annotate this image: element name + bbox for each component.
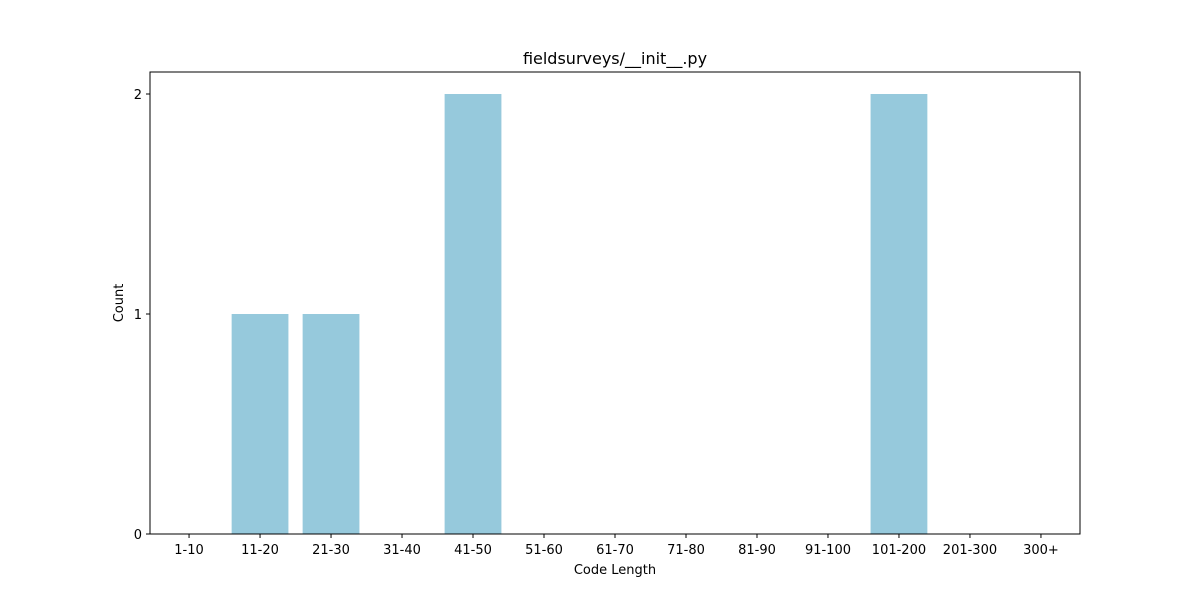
x-tick-label: 41-50 [454,543,492,558]
x-tick-label: 101-200 [872,543,926,558]
chart-title: fieldsurveys/__init__.py [523,49,707,69]
x-tick-label: 81-90 [738,543,776,558]
x-tick-label: 61-70 [596,543,634,558]
x-tick-label: 201-300 [943,543,997,558]
y-tick-label: 0 [134,528,142,543]
x-tick-label: 11-20 [241,543,279,558]
x-tick-label: 91-100 [805,543,851,558]
x-tick-label: 1-10 [174,543,204,558]
x-axis-ticks: 1-10 11-20 21-30 31-40 41-50 51-60 61-70 71-80 8… [174,534,1059,558]
x-tick-label: 300+ [1023,543,1059,558]
x-tick-label: 71-80 [667,543,705,558]
bar-11-20 [231,314,289,534]
x-axis-label: Code Length [574,563,656,578]
bar-21-30 [302,314,360,534]
x-tick-label: 51-60 [525,543,563,558]
bar-101-200 [870,94,928,534]
bars-group [231,94,928,534]
y-axis-ticks: 0 1 2 [134,88,150,543]
y-tick-label: 1 [134,308,142,323]
y-tick-label: 2 [134,88,142,103]
x-tick-label: 21-30 [312,543,350,558]
x-tick-label: 31-40 [383,543,421,558]
y-axis-label: Count [112,284,127,323]
bar-41-50 [444,94,502,534]
